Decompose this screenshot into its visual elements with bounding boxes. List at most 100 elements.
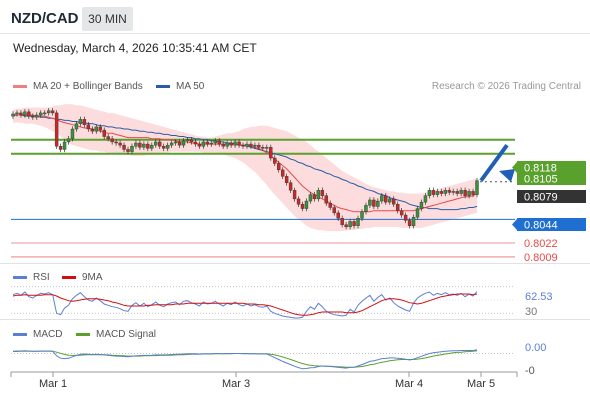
candle <box>447 190 451 193</box>
candle <box>352 221 356 226</box>
chart-header: NZD/CAD 30 MIN <box>0 0 590 34</box>
level-box-0.8118 <box>517 161 586 174</box>
candle <box>241 144 245 147</box>
forecast-arrow <box>479 143 509 182</box>
candle <box>233 141 237 146</box>
macd-divider <box>0 319 590 320</box>
candle <box>364 205 368 213</box>
level-label-0.8105: 0.8105 <box>524 174 558 186</box>
candle <box>435 191 440 195</box>
bollinger-band <box>13 104 477 232</box>
candle <box>253 144 257 147</box>
legend-ma20: MA 20 + Bollinger Bands <box>13 81 143 92</box>
candle <box>126 149 130 152</box>
candle <box>15 112 19 115</box>
candle <box>221 143 225 147</box>
timeframe-button[interactable]: 30 MIN <box>82 7 133 31</box>
ma50-line <box>13 114 478 211</box>
level-box-pointer <box>512 219 517 230</box>
candle <box>70 128 75 139</box>
candle <box>324 195 328 204</box>
macd-value-label: 0.00 <box>525 342 546 354</box>
rsi-value-label: 62.53 <box>525 291 553 303</box>
rsi-ma-line <box>12 293 478 316</box>
ma50-swatch <box>156 84 170 88</box>
candle <box>217 140 221 145</box>
candle <box>213 140 217 144</box>
candle <box>344 224 348 228</box>
candle <box>134 142 138 147</box>
candle <box>463 190 467 196</box>
level-label-0.8079: 0.8079 <box>524 192 558 204</box>
candle <box>427 190 432 196</box>
candle <box>257 144 261 148</box>
level-label-0.8022: 0.8022 <box>524 238 558 250</box>
candle <box>162 146 166 149</box>
time-tick-label: Mar 5 <box>467 378 495 390</box>
candle <box>122 144 126 150</box>
candle <box>197 143 202 147</box>
legend-ma50: MA 50 <box>156 81 204 92</box>
legend-rsi: RSI <box>13 272 50 283</box>
ma20-line <box>12 114 478 213</box>
candle <box>177 141 182 146</box>
candle <box>31 115 35 118</box>
candle <box>376 200 380 207</box>
time-tick-label: Mar 3 <box>222 378 250 390</box>
candle <box>249 143 253 147</box>
candle <box>193 141 198 145</box>
candles <box>11 108 479 230</box>
candle <box>451 191 455 193</box>
level-box-0.8044 <box>517 218 586 231</box>
forecast-arrowhead <box>499 169 515 182</box>
candle <box>384 195 388 203</box>
macd-level-label: -0 <box>525 365 535 377</box>
candle <box>475 180 479 195</box>
candle <box>431 190 436 195</box>
candle <box>86 124 91 130</box>
candle <box>35 114 39 118</box>
copyright: Research © 2026 Trading Central <box>431 81 581 92</box>
level-box-pointer <box>512 162 517 173</box>
candle <box>165 144 170 149</box>
level-label-0.8009: 0.8009 <box>524 252 558 264</box>
candle <box>62 141 67 150</box>
candle <box>11 113 15 117</box>
candle <box>27 111 31 117</box>
candle <box>399 210 404 216</box>
candle <box>304 200 309 209</box>
candle <box>439 191 444 194</box>
candle <box>261 147 265 149</box>
candle <box>360 211 364 219</box>
candle <box>316 190 321 200</box>
candle <box>419 201 424 209</box>
candle <box>201 141 206 147</box>
level-label-0.8044: 0.8044 <box>524 220 558 232</box>
legend-rsi-ma: 9MA <box>62 272 103 283</box>
candle <box>106 136 110 139</box>
candle <box>102 129 106 137</box>
level-box-0.8079 <box>517 190 586 203</box>
level-label-0.8118: 0.8118 <box>524 163 557 175</box>
candle <box>312 194 317 200</box>
candle <box>320 190 325 196</box>
candle <box>237 141 241 146</box>
candle <box>181 140 186 146</box>
candle <box>269 147 273 159</box>
candle <box>296 198 301 205</box>
candle <box>423 195 428 203</box>
candle <box>66 138 71 143</box>
candle <box>114 141 118 144</box>
rsi-level-label-30: 30 <box>525 306 537 318</box>
rsi-line <box>12 291 478 319</box>
candle <box>225 142 229 147</box>
candle <box>340 218 344 225</box>
candle <box>284 176 289 183</box>
candle <box>142 143 146 148</box>
candle <box>443 190 447 194</box>
candle <box>54 112 59 147</box>
candle <box>265 147 269 149</box>
candle <box>471 191 475 195</box>
candle <box>368 199 372 206</box>
legend-macd-signal: MACD Signal <box>76 329 156 340</box>
